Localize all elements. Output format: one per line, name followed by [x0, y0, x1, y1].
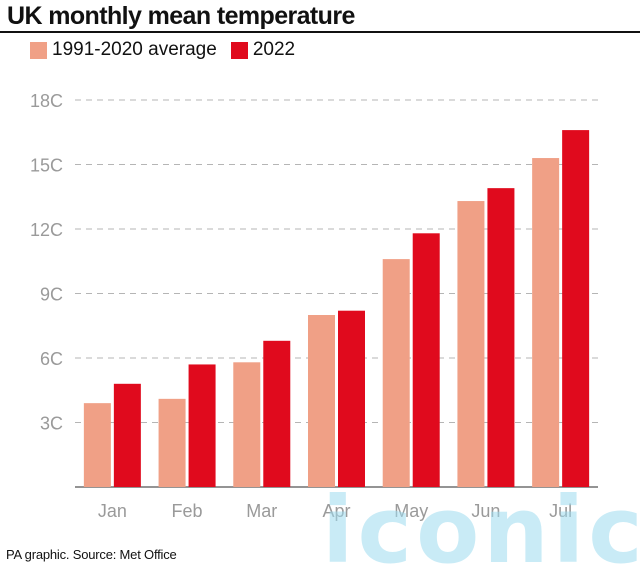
bar-average	[382, 259, 410, 487]
title-rule	[0, 31, 640, 33]
bar-2022	[113, 383, 141, 487]
legend-item-2022: 2022	[230, 39, 296, 61]
source-note: PA graphic. Source: Met Office	[6, 547, 177, 562]
bar-2022	[487, 188, 515, 487]
bar-average	[233, 362, 261, 487]
bar-2022	[263, 340, 291, 487]
bar-2022	[562, 130, 590, 487]
bar-2022	[188, 364, 216, 487]
x-tick-label: Feb	[172, 501, 203, 521]
bar-average	[457, 201, 485, 488]
legend-swatch-2022	[230, 41, 248, 59]
y-tick-label: 9C	[40, 285, 63, 305]
y-tick-label: 6C	[40, 349, 63, 369]
legend-item-average: 1991-2020 average	[30, 39, 217, 61]
x-tick-label: Jan	[98, 501, 127, 521]
x-tick-label: May	[394, 501, 428, 521]
bar-average	[308, 315, 335, 487]
bar-average	[532, 158, 560, 488]
y-tick-label: 12C	[30, 220, 63, 240]
legend-label-average: 1991-2020 average	[52, 39, 217, 60]
y-tick-label: 3C	[40, 414, 63, 434]
y-tick-label: 15C	[30, 156, 63, 176]
legend: 1991-2020 average 2022	[30, 39, 309, 61]
bar-average	[158, 398, 186, 487]
x-tick-label: Jun	[471, 501, 500, 521]
x-tick-label: Jul	[549, 501, 572, 521]
bar-2022	[338, 310, 365, 487]
bar-2022	[412, 233, 440, 487]
chart-title: UK monthly mean temperature	[7, 2, 355, 30]
bar-average	[83, 403, 111, 487]
legend-swatch-average	[30, 41, 47, 59]
y-tick-label: 18C	[30, 91, 63, 111]
legend-label-2022: 2022	[252, 39, 296, 60]
x-tick-label: Mar	[246, 501, 277, 521]
x-tick-label: Apr	[322, 501, 350, 521]
